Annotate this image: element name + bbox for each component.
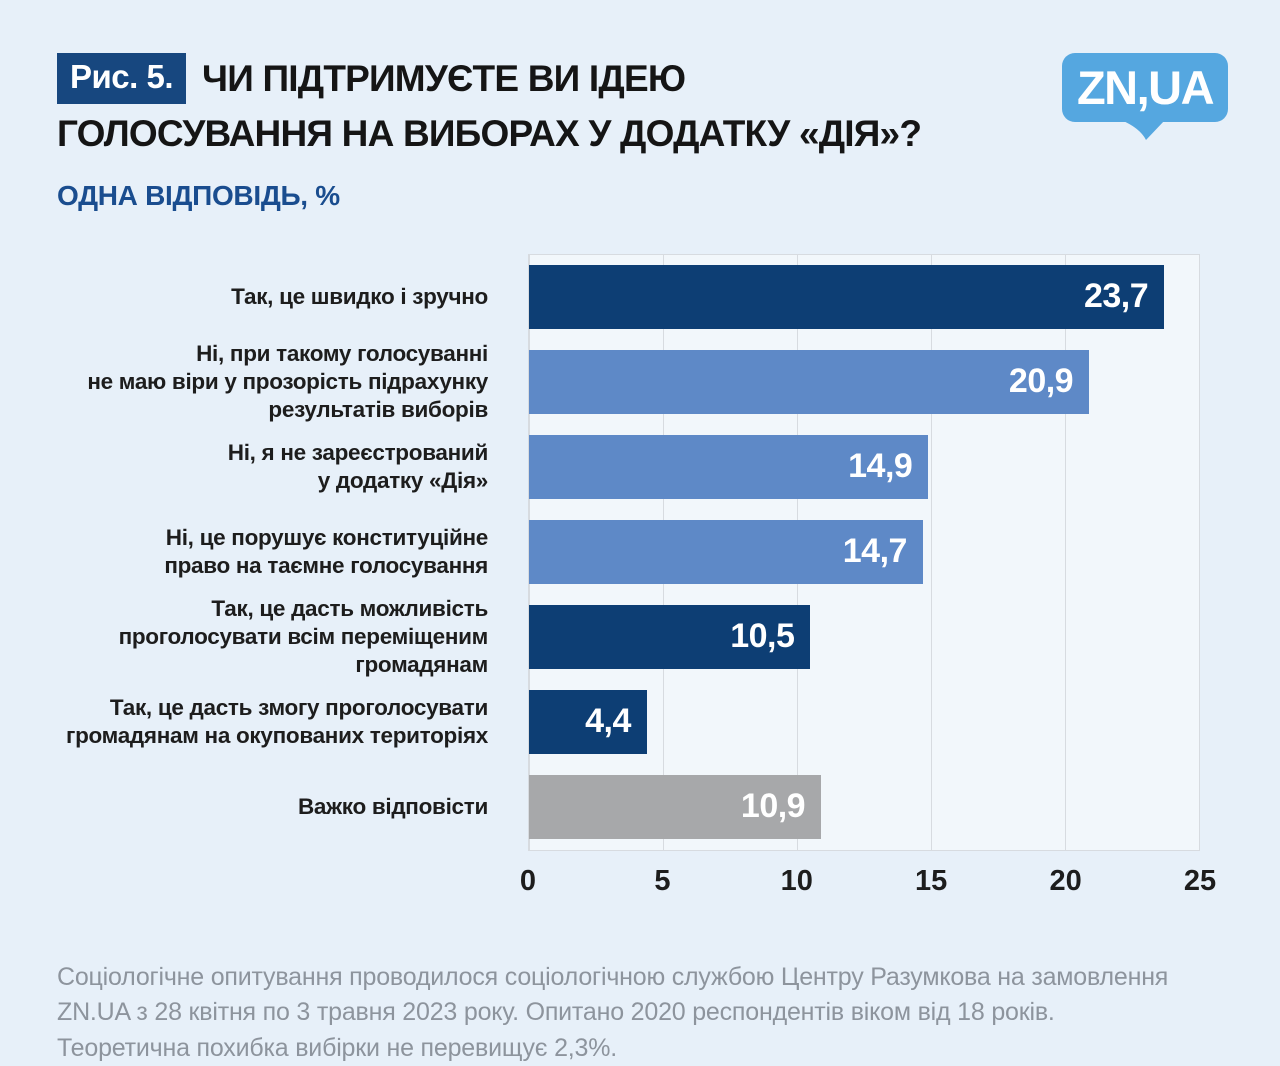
bar-row: 20,9 (529, 340, 1199, 425)
title-row: Рис. 5. ЧИ ПІДТРИМУЄТЕ ВИ ІДЕЮ (57, 53, 1228, 104)
bar-label: Так, це дасть можливість проголосувати в… (118, 596, 489, 678)
bar-label: Ні, при такому голосуванні не маю віри у… (87, 341, 488, 423)
bar-row: 23,7 (529, 255, 1199, 340)
x-axis-tick-label: 10 (780, 864, 813, 897)
chart-title-line1: ЧИ ПІДТРИМУЄТЕ ВИ ІДЕЮ (202, 57, 686, 99)
x-axis: 0 5 10 15 20 25 (520, 864, 1216, 905)
methodology-note: Соціологічне опитування проводилося соці… (57, 962, 1169, 1062)
bar: 4,4 (529, 689, 647, 754)
gridline (1065, 254, 1066, 850)
bar-value-label: 10,9 (740, 787, 806, 826)
bar-row: 4,4 (529, 680, 1199, 765)
bar-value-label: 14,9 (848, 447, 913, 486)
bar-chart: Так, це швидко і зручно Ні, при такому г… (57, 253, 1228, 851)
chart-title-line2: ГОЛОСУВАННЯ НА ВИБОРАХ У ДОДАТКУ «ДІЯ»? (57, 113, 922, 154)
bar-value-label: 4,4 (585, 702, 631, 741)
x-axis-tick-label: 15 (915, 864, 948, 897)
header: Рис. 5. ЧИ ПІДТРИМУЄТЕ ВИ ІДЕЮ ГОЛОСУВАН… (57, 53, 1228, 212)
bar-row: 14,7 (529, 510, 1199, 595)
bar-row: 14,9 (529, 425, 1199, 510)
gridline (1199, 254, 1200, 850)
bar: 23,7 (529, 264, 1165, 329)
bar-row: 10,9 (529, 765, 1199, 850)
bar-value-label: 10,5 (730, 617, 795, 656)
speech-bubble-tail-icon (1121, 120, 1165, 140)
bar-label: Так, це швидко і зручно (231, 284, 488, 310)
znua-logo: ZN,UA (1062, 53, 1228, 142)
bar-value-label: 23,7 (1083, 277, 1149, 316)
figure-number-badge: Рис. 5. (57, 53, 187, 104)
bar: 14,9 (529, 434, 929, 499)
bar-label: Ні, я не зареєстрований у додатку «Дія» (227, 440, 489, 494)
znua-logo-bubble: ZN,UA (1062, 53, 1228, 122)
chart-subtitle: ОДНА ВІДПОВІДЬ, % (57, 179, 340, 211)
x-axis-tick-label: 20 (1049, 864, 1082, 897)
bar: 14,7 (529, 519, 923, 584)
bar-label: Важко відповісти (297, 794, 488, 820)
gridline (931, 254, 932, 850)
x-axis-tick-label: 5 (654, 864, 671, 897)
bar-value-label: 14,7 (842, 532, 908, 571)
bar: 10,5 (529, 604, 811, 669)
x-axis-tick-label: 0 (519, 864, 537, 897)
bar: 20,9 (529, 349, 1090, 414)
plot-area: 23,7 20,9 14,9 14,7 10,5 (528, 253, 1200, 851)
bar-row: 10,5 (529, 595, 1199, 680)
bar-label: Ні, це порушує конституційне право на та… (164, 525, 488, 579)
bar-value-label: 20,9 (1008, 362, 1074, 401)
bar-label: Так, це дасть змогу проголосувати громад… (66, 695, 488, 749)
bar: 10,9 (529, 774, 822, 839)
category-labels-column: Так, це швидко і зручно Ні, при такому г… (57, 254, 528, 851)
x-axis-tick-label: 25 (1183, 864, 1217, 897)
